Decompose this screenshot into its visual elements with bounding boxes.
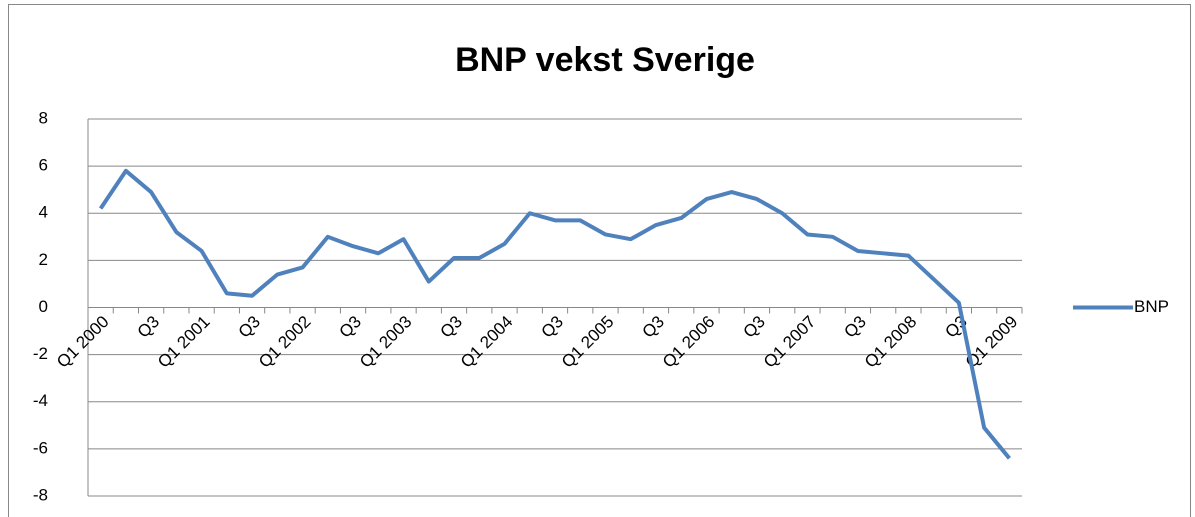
y-tick-label: 4: [39, 203, 48, 222]
y-tick-label: -2: [33, 344, 48, 363]
y-tick-label: -6: [33, 438, 48, 457]
line-series: [98, 168, 1011, 460]
y-tick-label: 2: [39, 250, 48, 269]
legend-label: BNP: [1134, 297, 1169, 316]
y-tick-label: -8: [33, 485, 48, 504]
y-tick-label: 0: [39, 297, 48, 316]
y-tick-label: -4: [33, 391, 48, 410]
chart-title: BNP vekst Sverige: [455, 41, 755, 79]
y-tick-label: 6: [39, 156, 48, 175]
y-tick-label: 8: [39, 108, 48, 127]
